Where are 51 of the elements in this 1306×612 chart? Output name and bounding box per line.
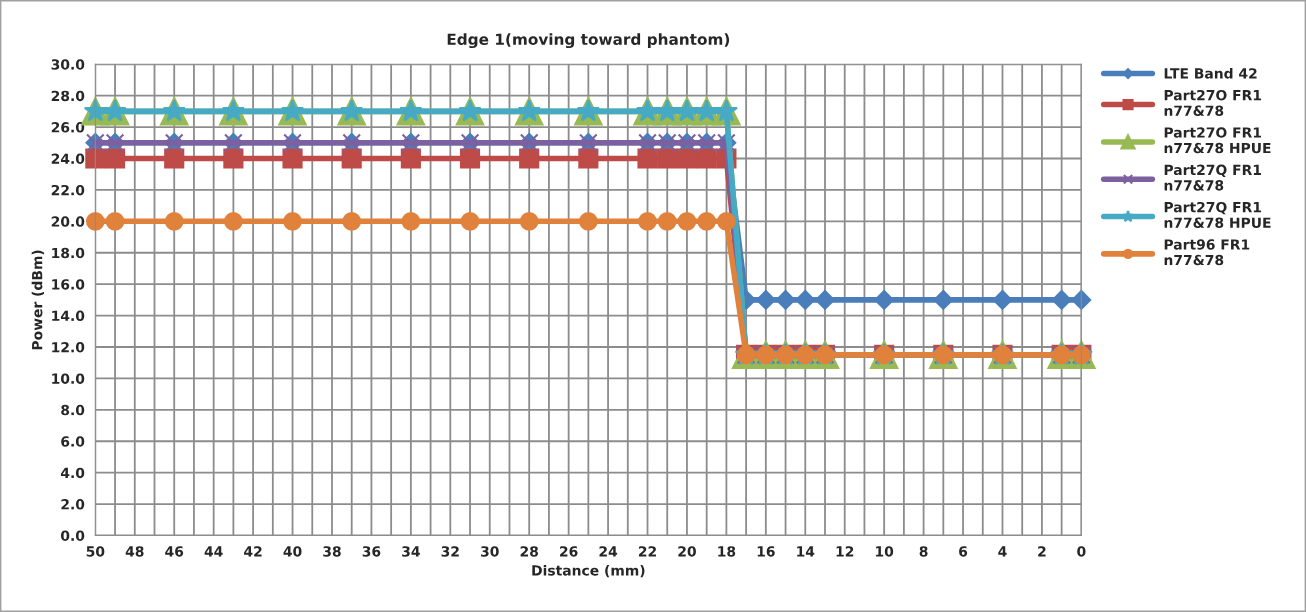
y-tick-label: 10.0: [52, 373, 85, 384]
legend-label: Part27Q FR1 n77&78 HPUE: [1164, 201, 1271, 228]
y-tick-label: 8.0: [61, 404, 85, 416]
legend-label: Part27Q FR1 n77&78: [1164, 164, 1261, 191]
x-tick-label: 22: [638, 546, 656, 557]
x-tick-label: 30: [481, 546, 499, 557]
y-tick-label: 30.0: [51, 59, 85, 70]
x-tick-label: 50: [86, 546, 105, 557]
x-tick-label: 46: [165, 546, 184, 557]
x-tick-label: 42: [244, 546, 262, 557]
y-tick-label: 6.0: [61, 436, 85, 447]
x-tick-label: 32: [441, 546, 459, 557]
y-tick-label: 12.0: [52, 341, 85, 353]
x-tick-label: 6: [959, 546, 968, 557]
y-tick-label: 4.0: [60, 467, 85, 479]
legend-label: Part27O FR1 n77&78 HPUE: [1164, 127, 1271, 154]
y-tick-label: 0.0: [60, 530, 85, 541]
y-tick-label: 18.0: [52, 247, 85, 259]
legend-label: Part27O FR1 n77&78: [1164, 89, 1261, 116]
x-tick-label: 48: [125, 546, 144, 557]
x-tick-label: 40: [283, 546, 302, 557]
y-tick-label: 2.0: [61, 499, 85, 510]
y-tick-label: 14.0: [52, 310, 85, 322]
y-axis-title: Power (dBm): [31, 250, 45, 350]
x-tick-label: 18: [718, 546, 736, 557]
x-tick-label: 20: [678, 546, 696, 557]
x-tick-label: 12: [836, 546, 854, 557]
x-tick-label: 8: [919, 546, 928, 557]
x-tick-label: 28: [520, 546, 538, 557]
x-tick-label: 16: [757, 546, 775, 557]
legend-label: LTE Band 42: [1164, 67, 1257, 79]
y-tick-label: 28.0: [51, 90, 85, 102]
x-tick-label: 36: [362, 546, 381, 557]
y-tick-label: 24.0: [51, 153, 85, 164]
legend-label: Part96 FR1 n77&78: [1164, 239, 1250, 266]
x-tick-label: 0: [1077, 546, 1086, 557]
x-tick-label: 14: [797, 546, 815, 557]
x-tick-label: 24: [599, 546, 618, 557]
chart-title: Edge 1(moving toward phantom): [447, 33, 730, 49]
x-tick-label: 26: [560, 546, 578, 557]
x-tick-label: 10: [876, 546, 894, 557]
x-axis-title: Distance (mm): [532, 564, 645, 578]
x-tick-label: 44: [204, 546, 223, 557]
x-tick-label: 38: [323, 546, 341, 557]
x-tick-label: 34: [402, 546, 420, 557]
y-tick-label: 22.0: [51, 184, 85, 196]
y-tick-label: 16.0: [52, 279, 85, 290]
x-tick-label: 2: [1038, 546, 1046, 557]
y-tick-label: 20.0: [51, 216, 85, 227]
y-tick-label: 26.0: [51, 122, 85, 133]
x-tick-label: 4: [998, 546, 1007, 557]
